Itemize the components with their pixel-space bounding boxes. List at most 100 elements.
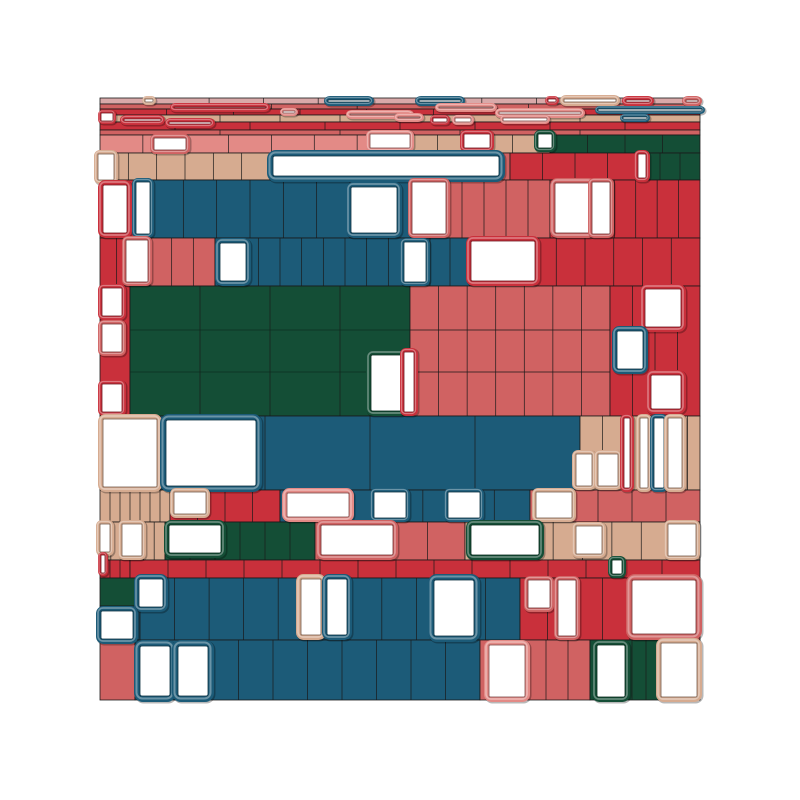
window-frame <box>534 130 556 152</box>
window-frame-inner-edge <box>102 184 128 234</box>
window-frame-inner-edge <box>173 106 267 109</box>
window-frame-inner-edge <box>537 133 553 149</box>
window-frame-highlight <box>268 151 503 180</box>
window-frame-highlight <box>572 522 605 557</box>
window-frame-inner-edge <box>101 383 123 413</box>
window-frame-highlight <box>682 96 701 105</box>
mosaic-tile <box>439 179 551 239</box>
window-frame <box>134 574 168 612</box>
window-frame-highlight <box>323 575 350 638</box>
window-frame <box>282 488 354 522</box>
window-frame-highlight <box>664 414 685 491</box>
window-frame-highlight <box>135 575 166 610</box>
window-frame-inner-edge <box>153 137 187 151</box>
window-frame <box>98 284 126 320</box>
window-frame <box>316 520 398 560</box>
window-frame <box>466 236 540 286</box>
window-frame-highlight <box>170 488 209 517</box>
window-frame-highlight <box>467 521 542 558</box>
window-frame-highlight <box>485 641 528 700</box>
window-frame-inner-edge <box>616 330 644 370</box>
window-frame-highlight <box>400 348 417 415</box>
window-frame-highlight <box>122 236 151 285</box>
window-frame-inner-edge <box>320 524 394 556</box>
window-frame-inner-edge <box>101 287 123 317</box>
window-frame-highlight <box>588 178 613 237</box>
window-frame <box>134 640 176 702</box>
window-frame <box>122 236 152 286</box>
window-frame-highlight <box>370 488 409 521</box>
window-frame-inner-edge <box>177 645 209 697</box>
window-frame-inner-edge <box>286 492 350 518</box>
window-frame-inner-edge <box>144 98 154 103</box>
window-frame-inner-edge <box>403 351 415 413</box>
window-frame <box>366 130 414 152</box>
window-frame-highlight <box>118 520 145 559</box>
window-frame-inner-edge <box>99 523 111 553</box>
window-frame-highlight <box>460 130 493 151</box>
window-frame-inner-edge <box>102 418 158 488</box>
window-frame-highlight <box>97 607 136 642</box>
window-frame-highlight <box>324 96 373 105</box>
window-frame-highlight <box>595 106 704 113</box>
window-frame-inner-edge <box>219 242 247 282</box>
window-frame-highlight <box>280 108 297 115</box>
window-frame <box>594 450 622 490</box>
window-frame <box>98 320 126 356</box>
window-frame <box>664 520 700 560</box>
window-frame-highlight <box>647 371 684 412</box>
window-frame <box>394 113 424 122</box>
window-frame-inner-edge <box>535 491 573 519</box>
window-frame-inner-edge <box>326 578 348 636</box>
window-frame-inner-edge <box>373 491 407 519</box>
window-frame-highlight <box>627 575 700 638</box>
window-frame-highlight <box>98 284 125 319</box>
window-frame <box>150 134 190 154</box>
window-frame <box>98 380 126 416</box>
window-frame <box>346 182 402 238</box>
window-frame-highlight <box>452 115 473 124</box>
window-frame <box>626 574 702 640</box>
window-frame-highlight <box>467 237 538 284</box>
window-frame-inner-edge <box>631 579 697 635</box>
window-frame <box>664 414 686 492</box>
window-frame-inner-edge <box>168 121 212 125</box>
window-frame-inner-edge <box>596 644 626 698</box>
window-frame <box>682 96 702 106</box>
window-frame-highlight <box>98 380 125 415</box>
window-frame <box>612 326 648 374</box>
window-frame <box>622 96 654 106</box>
window-frame <box>215 238 251 286</box>
window-frame-inner-edge <box>282 110 296 114</box>
window-frame-highlight <box>98 552 107 575</box>
window-frame <box>466 520 544 560</box>
window-frame-highlight <box>620 414 633 491</box>
window-frame <box>484 640 530 702</box>
window-frame-highlight <box>444 488 483 521</box>
mosaic-tile <box>99 489 171 523</box>
window-frame-inner-edge <box>411 181 447 235</box>
window-frame <box>532 488 576 522</box>
window-frame-highlight <box>613 327 646 372</box>
window-frame <box>98 180 132 238</box>
window-frame-inner-edge <box>644 288 682 328</box>
window-frame-highlight <box>408 178 449 237</box>
mosaic-window-frames <box>94 95 707 704</box>
window-frame <box>646 370 686 414</box>
window-frame-inner-edge <box>502 117 548 122</box>
window-frame <box>588 178 614 238</box>
window-frame-inner-edge <box>123 118 162 122</box>
window-frame-highlight <box>99 415 160 490</box>
window-frame-inner-edge <box>168 524 222 554</box>
window-frame <box>592 640 630 702</box>
window-frame <box>370 488 410 522</box>
window-frame-inner-edge <box>622 116 648 120</box>
mosaic-tile <box>99 577 141 607</box>
window-frame-highlight <box>165 521 224 556</box>
window-frame-inner-edge <box>100 554 106 574</box>
window-frame-highlight <box>170 103 269 111</box>
window-frame-inner-edge <box>575 525 603 555</box>
window-frame <box>444 488 484 522</box>
window-frame <box>120 115 165 125</box>
window-frame-inner-edge <box>470 240 536 282</box>
